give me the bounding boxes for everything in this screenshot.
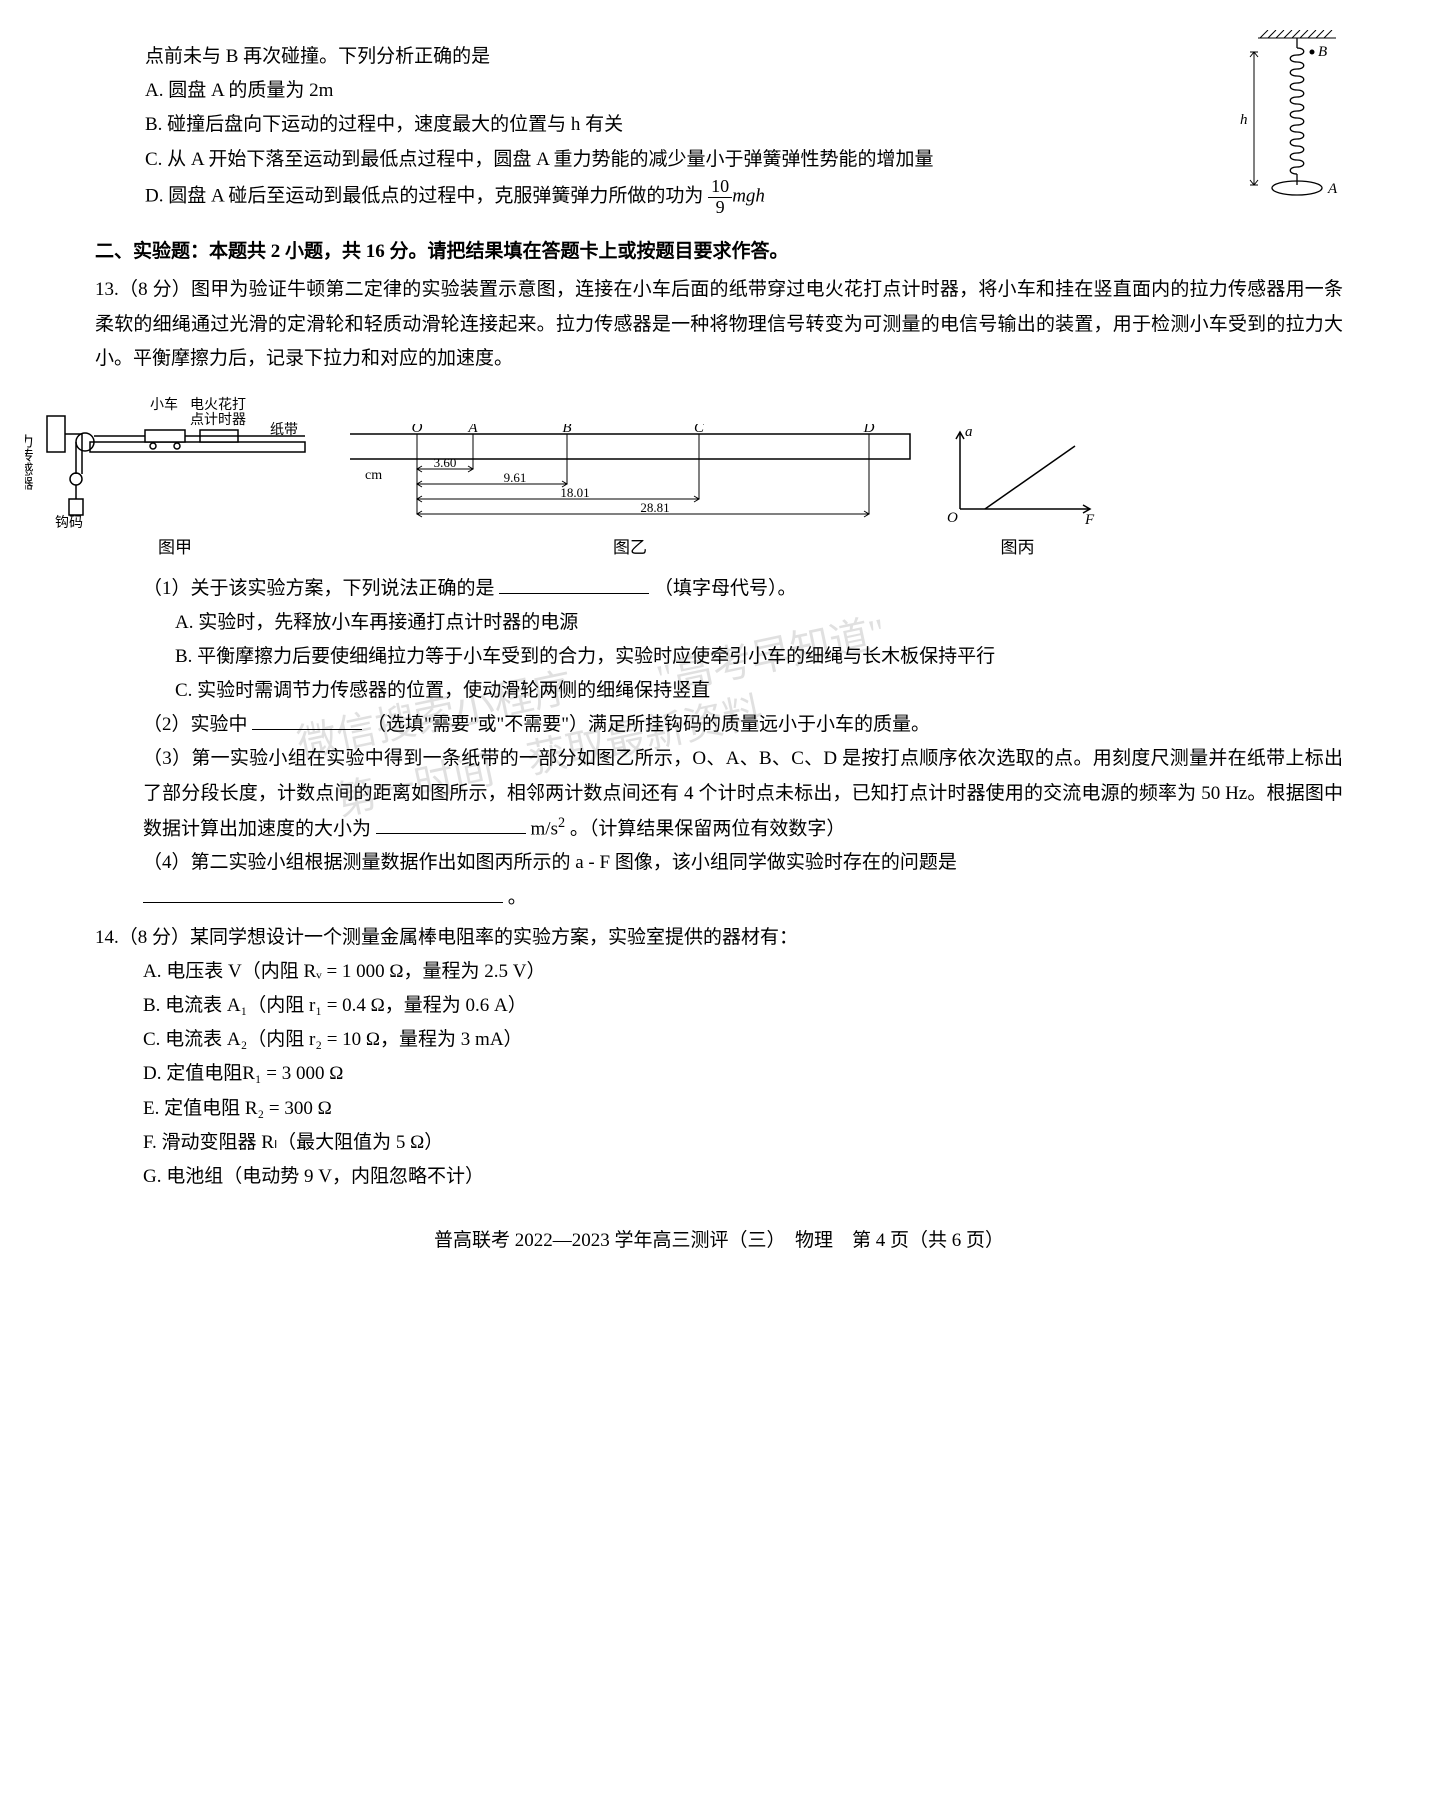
q13-sub3: （3）第一实验小组在实验中得到一条纸带的一部分如图乙所示，O、A、B、C、D 是…	[95, 742, 1343, 846]
q14-D: D. 定值电阻R₁ = 3 000 Ω	[95, 1057, 1343, 1091]
svg-text:钩码: 钩码	[55, 515, 83, 529]
q13-sub2: （2）实验中 （选填"需要"或"不需要"）满足所挂钩码的质量远小于小车的质量。	[95, 708, 1343, 742]
label-h: h	[1240, 112, 1248, 128]
svg-text:小车: 小车	[150, 396, 178, 413]
blank[interactable]	[252, 710, 362, 730]
q13-sub1: （1）关于该实验方案，下列说法正确的是 （填字母代号）。	[95, 572, 1343, 606]
q13-stem: 13.（8 分）图甲为验证牛顿第二定律的实验装置示意图，连接在小车后面的纸带穿过…	[95, 273, 1343, 376]
label-A: A	[1327, 181, 1338, 197]
blank[interactable]	[499, 574, 649, 594]
svg-text:3.60: 3.60	[434, 455, 457, 470]
blank[interactable]	[143, 883, 503, 903]
svg-text:28.81: 28.81	[640, 500, 669, 515]
diagram-jia: 力传感器 小车 电火花打 点计时器 纸带	[25, 394, 325, 529]
q12-stem-tail: 点前未与 B 再次碰撞。下列分析正确的是	[95, 40, 1343, 74]
yi-label: 图乙	[613, 533, 647, 564]
bing-label: 图丙	[1001, 533, 1035, 564]
q14-stem: 14.（8 分）某同学想设计一个测量金属棒电阻率的实验方案，实验室提供的器材有：	[95, 921, 1343, 955]
svg-text:F: F	[1084, 512, 1095, 528]
q14-F: F. 滑动变阻器 Rₗ（最大阻值为 5 Ω）	[95, 1126, 1343, 1160]
spring-diagram: B A h	[1238, 30, 1343, 227]
q13-sub4: （4）第二实验小组根据测量数据作出如图丙所示的 a - F 图像，该小组同学做实…	[95, 846, 1343, 914]
q12-optB: B. 碰撞后盘向下运动的过程中，速度最大的位置与 h 有关	[95, 108, 1343, 142]
q13-sub1-B: B. 平衡摩擦力后要使细绳拉力等于小车受到的合力，实验时应使牵引小车的细绳与长木…	[95, 640, 1343, 674]
jia-label: 图甲	[158, 533, 192, 564]
svg-text:a: a	[965, 424, 973, 440]
diagram-yi: O A B C D cm	[345, 424, 915, 529]
q14-C: C. 电流表 A₂（内阻 r₂ = 10 Ω，量程为 3 mA）	[95, 1023, 1343, 1057]
svg-text:电火花打: 电火花打	[190, 396, 246, 413]
blank[interactable]	[376, 814, 526, 834]
section2-header: 二、实验题：本题共 2 小题，共 16 分。请把结果填在答题卡上或按题目要求作答…	[95, 235, 1343, 269]
svg-text:cm: cm	[365, 468, 382, 483]
label-B: B	[1318, 44, 1327, 60]
svg-text:点计时器: 点计时器	[190, 412, 246, 428]
svg-text:力传感器: 力传感器	[25, 434, 34, 490]
q14-E: E. 定值电阻 R₂ = 300 Ω	[95, 1092, 1343, 1126]
q13-sub1-C: C. 实验时需调节力传感器的位置，使动滑轮两侧的细绳保持竖直	[95, 674, 1343, 708]
q12-optC: C. 从 A 开始下落至运动到最低点过程中，圆盘 A 重力势能的减少量小于弹簧弹…	[95, 143, 1343, 177]
page-footer: 普高联考 2022—2023 学年高三测评（三） 物理 第 4 页（共 6 页）	[95, 1224, 1343, 1258]
q14-A: A. 电压表 V（内阻 Rᵥ = 1 000 Ω，量程为 2.5 V）	[95, 955, 1343, 989]
q14-B: B. 电流表 A₁（内阻 r₁ = 0.4 Ω，量程为 0.6 A）	[95, 989, 1343, 1023]
q13-diagrams: 力传感器 小车 电火花打 点计时器 纸带	[95, 394, 1343, 564]
q12-optD: D. 圆盘 A 碰后至运动到最低点的过程中，克服弹簧弹力所做的功为 109mgh	[95, 177, 1343, 218]
q14-G: G. 电池组（电动势 9 V，内阻忽略不计）	[95, 1160, 1343, 1194]
q12-optA: A. 圆盘 A 的质量为 2m	[95, 74, 1343, 108]
diagram-bing: a F O	[935, 424, 1100, 529]
q13-sub1-A: A. 实验时，先释放小车再接通打点计时器的电源	[95, 606, 1343, 640]
svg-text:18.01: 18.01	[560, 485, 589, 500]
svg-text:O: O	[947, 510, 958, 526]
svg-text:9.61: 9.61	[504, 470, 527, 485]
